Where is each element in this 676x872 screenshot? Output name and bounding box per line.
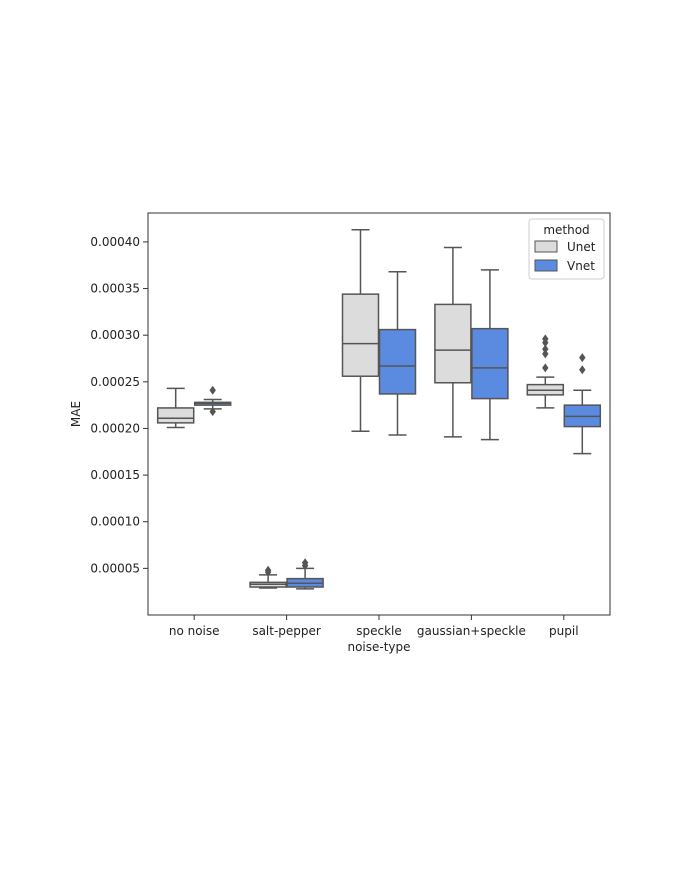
outlier-point — [579, 365, 586, 375]
legend-swatch — [534, 240, 558, 253]
box-unet — [434, 246, 472, 438]
y-tick-label: 0.00020 — [90, 421, 140, 435]
box-vnet — [471, 269, 509, 441]
outlier-point — [542, 334, 549, 344]
box-vnet — [193, 385, 232, 417]
box-iqr — [156, 407, 195, 424]
box-series — [156, 229, 602, 590]
y-tick-label: 0.00005 — [90, 561, 140, 575]
outlier-point — [301, 558, 309, 568]
box-vnet — [563, 353, 602, 455]
box-iqr — [434, 303, 472, 384]
outlier-point — [264, 565, 272, 575]
legend-entry: Vnet — [567, 259, 595, 273]
y-axis-ticks: 0.00005 0.00010 0.00015 0.00020 0.00025 0.000… — [90, 235, 148, 575]
series-vnet — [193, 269, 602, 590]
legend-swatch — [534, 259, 558, 272]
x-tick-label: pupil — [549, 624, 579, 638]
x-tick-label: no noise — [169, 624, 220, 638]
legend-title: method — [543, 223, 589, 237]
outlier-point — [209, 407, 216, 417]
box-iqr — [341, 293, 380, 377]
outlier-point — [209, 385, 216, 395]
y-axis-label: MAE — [69, 401, 83, 427]
box-unet — [156, 387, 195, 429]
box-unet — [526, 334, 565, 409]
legend-entry: Unet — [567, 240, 596, 254]
series-unet — [156, 229, 565, 589]
outlier-point — [579, 353, 586, 363]
x-tick-label: speckle — [356, 624, 402, 638]
box-vnet — [378, 271, 417, 436]
x-axis-ticks: no noise salt-pepper speckle gaussian+speck… — [169, 615, 579, 638]
legend: method Unet Vnet — [528, 218, 605, 280]
x-tick-label: salt-pepper — [252, 624, 321, 638]
outlier-point — [542, 344, 549, 354]
y-tick-label: 0.00015 — [90, 468, 140, 482]
y-tick-label: 0.00030 — [90, 328, 140, 342]
box-unet — [341, 229, 380, 433]
outlier-point — [542, 349, 549, 359]
outlier-point — [542, 363, 549, 373]
box-iqr — [378, 328, 417, 395]
y-tick-label: 0.00040 — [90, 235, 140, 249]
y-tick-label: 0.00025 — [90, 375, 140, 389]
y-tick-label: 0.00035 — [90, 282, 140, 296]
box-vnet — [286, 558, 324, 590]
y-tick-label: 0.00010 — [90, 515, 140, 529]
x-tick-label: gaussian+speckle — [417, 624, 526, 638]
box-iqr — [471, 327, 509, 400]
box-unet — [249, 565, 287, 589]
x-axis-label: noise-type — [347, 640, 410, 654]
